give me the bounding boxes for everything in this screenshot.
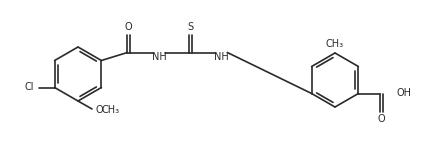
Text: O: O [95, 105, 103, 115]
Text: CH₃: CH₃ [101, 105, 119, 115]
Text: O: O [378, 114, 385, 123]
Text: CH₃: CH₃ [326, 39, 344, 49]
Text: NH: NH [152, 52, 167, 62]
Text: S: S [187, 22, 194, 33]
Text: OH: OH [396, 88, 411, 97]
Text: Cl: Cl [25, 83, 34, 93]
Text: O: O [125, 22, 132, 33]
Text: NH: NH [214, 52, 229, 62]
